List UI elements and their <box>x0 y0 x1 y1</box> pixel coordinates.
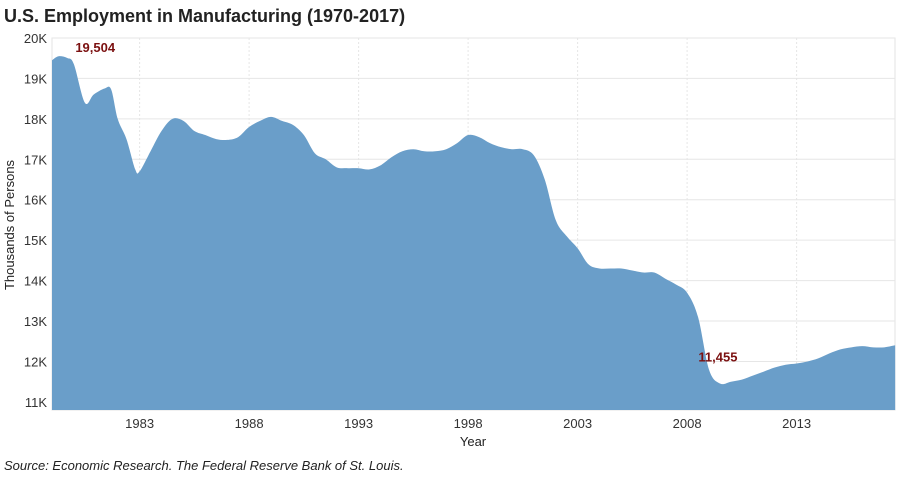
x-tick-label: 2013 <box>782 416 811 431</box>
y-tick-label: 12K <box>24 354 47 369</box>
y-tick-label: 14K <box>24 274 47 289</box>
x-tick-label: 1993 <box>344 416 373 431</box>
x-axis-label: Year <box>460 434 487 449</box>
y-axis-label: Thousands of Persons <box>2 159 17 290</box>
y-tick-label: 17K <box>24 152 47 167</box>
y-tick-label: 13K <box>24 314 47 329</box>
x-tick-label: 1983 <box>125 416 154 431</box>
y-tick-label: 11K <box>25 395 47 410</box>
y-tick-label: 16K <box>24 193 47 208</box>
data-labels: 19,504 11,455 <box>75 40 737 364</box>
chart-title: U.S. Employment in Manufacturing (1970-2… <box>4 6 406 26</box>
x-axis-ticks: 1983 1988 1993 1998 2003 2008 2013 <box>125 416 811 431</box>
y-tick-label: 18K <box>24 112 47 127</box>
y-tick-label: 20K <box>24 31 47 46</box>
source-note: Source: Economic Research. The Federal R… <box>4 458 404 473</box>
data-label: 11,455 <box>698 350 737 365</box>
x-tick-label: 1998 <box>454 416 483 431</box>
y-axis-ticks: 11K 12K 13K 14K 15K 16K 17K 18K 19K 20K <box>24 31 47 410</box>
x-tick-label: 2008 <box>673 416 702 431</box>
x-tick-label: 2003 <box>563 416 592 431</box>
data-label: 19,504 <box>75 40 116 55</box>
y-tick-label: 15K <box>24 233 47 248</box>
series-area <box>52 56 896 410</box>
y-tick-label: 19K <box>24 71 47 86</box>
x-tick-label: 1988 <box>235 416 264 431</box>
